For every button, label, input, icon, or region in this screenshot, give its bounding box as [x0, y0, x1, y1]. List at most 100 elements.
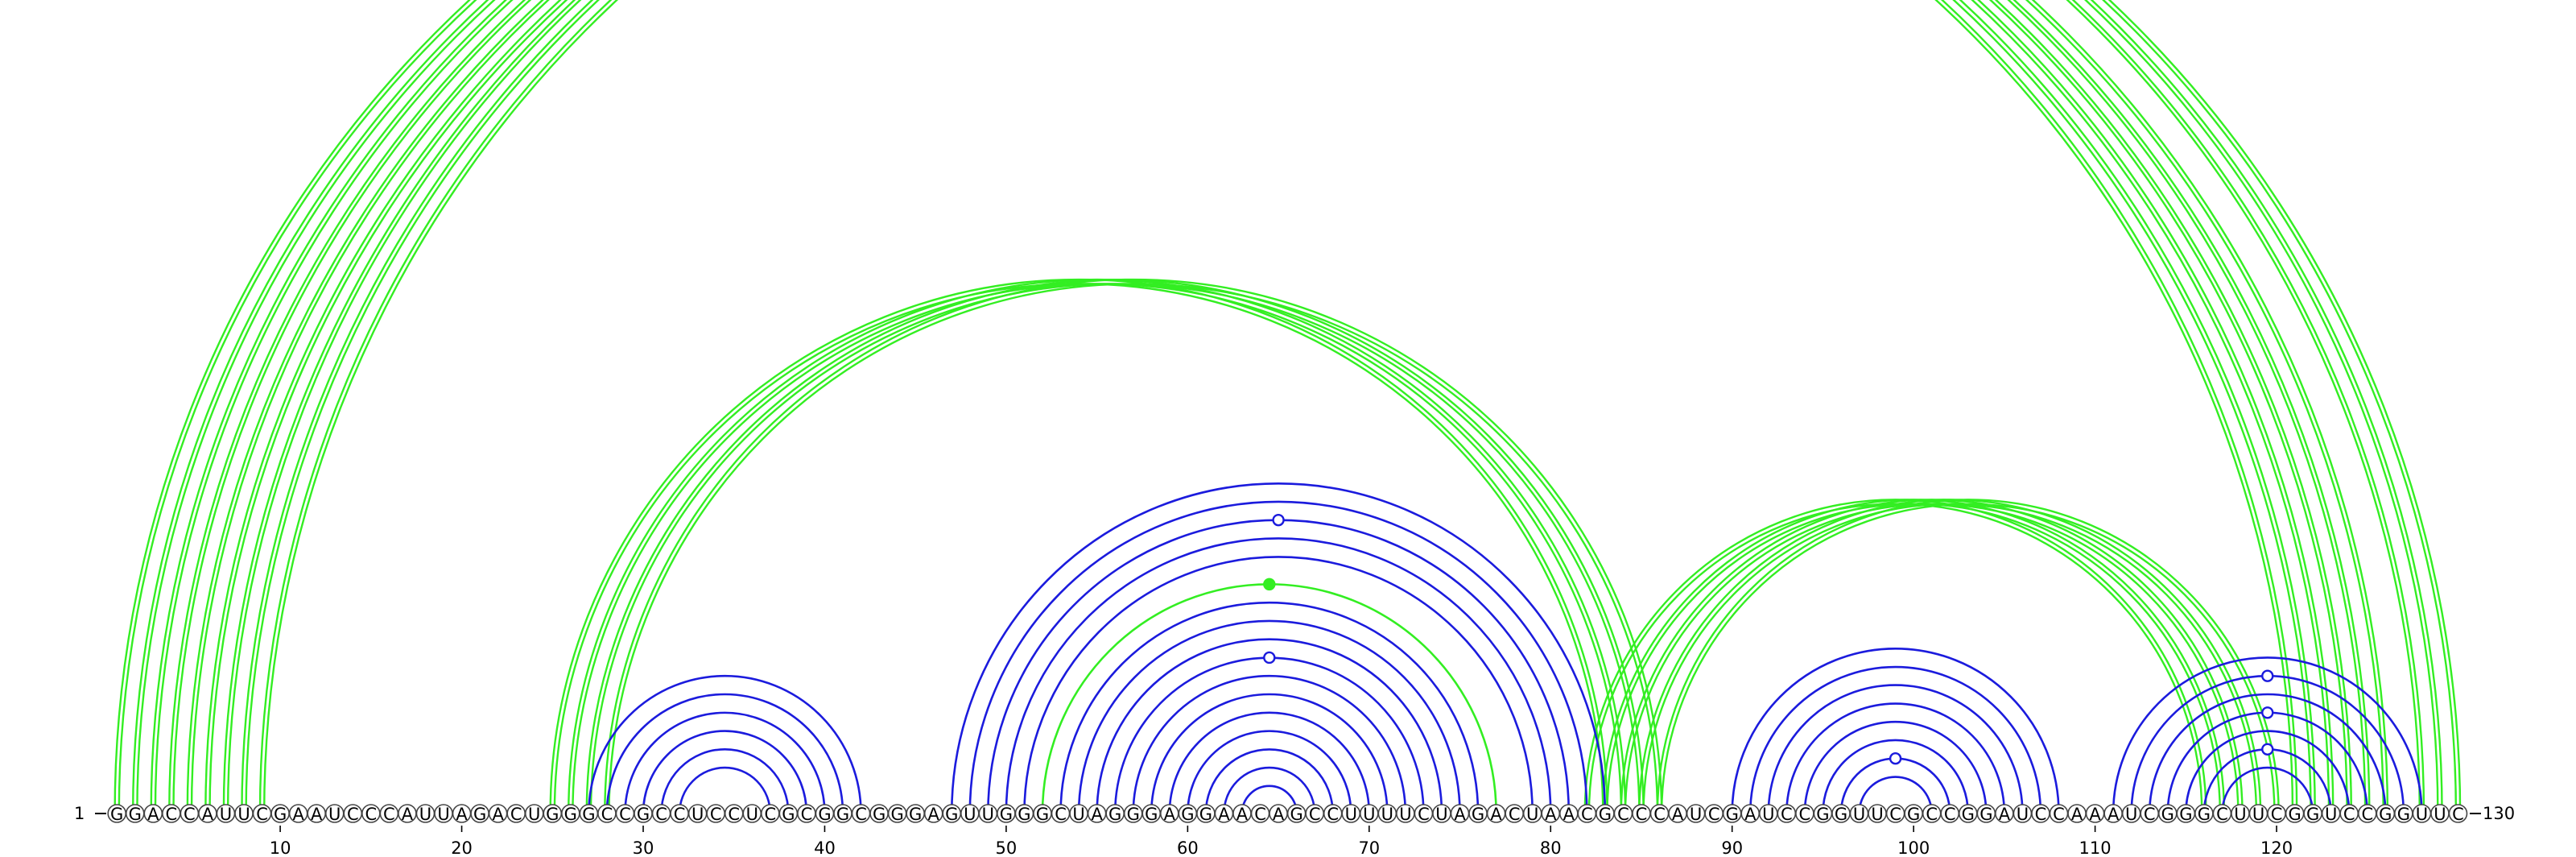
- base-pair-arc: [1023, 555, 1534, 814]
- base-pair-arc: [1785, 702, 2006, 814]
- base-pair-arc: [226, 0, 2421, 814]
- tick-label: 100: [1897, 838, 1930, 857]
- nucleotide-letter: G: [1472, 805, 1484, 824]
- base-pair-arc: [114, 0, 2298, 814]
- pair-markers: [1263, 513, 2274, 765]
- base-pair-arc: [245, 0, 2439, 814]
- base-pair-arc: [241, 0, 2443, 814]
- nucleotide-letter: G: [890, 805, 903, 824]
- nucleotide-letter: C: [655, 805, 667, 824]
- nucleotide-letter: A: [1164, 805, 1176, 824]
- nucleotide-letter: U: [691, 805, 704, 824]
- nucleotide-letter: A: [1672, 805, 1684, 824]
- tick-label: 20: [451, 838, 473, 857]
- nucleotide-letter: A: [928, 805, 940, 824]
- base-pair-arc: [1077, 619, 1461, 814]
- nucleotide-letter: C: [165, 805, 177, 824]
- nucleotide-letter: G: [1599, 805, 1612, 824]
- nucleotide-letter: U: [2234, 805, 2246, 824]
- nucleotide-circle: [2448, 804, 2468, 823]
- nucleotide-letter: C: [801, 805, 813, 824]
- pair-marker: [2261, 669, 2274, 682]
- base-pair-arc: [608, 283, 1659, 814]
- base-pair-arc: [572, 284, 1620, 814]
- nucleotide-letter: U: [2434, 805, 2446, 824]
- nucleotide-letter: A: [1236, 805, 1249, 824]
- tick-label: 90: [1721, 838, 1743, 857]
- base-pair-arc: [605, 693, 844, 814]
- sequence-end-label: 130: [2483, 804, 2515, 823]
- base-pair-arc: [1005, 537, 1552, 814]
- nucleotide-letter: U: [437, 805, 449, 824]
- nucleotide-letter: U: [220, 805, 232, 824]
- base-pair-arc: [1132, 674, 1407, 814]
- nucleotide-letter: U: [1435, 805, 1447, 824]
- nucleotide-letter: C: [764, 805, 776, 824]
- base-pair-arc: [2221, 766, 2314, 814]
- nucleotide-letter: G: [1018, 805, 1030, 824]
- nucleotide-letter: U: [1399, 805, 1411, 824]
- nucleotide-letter: C: [1418, 805, 1430, 824]
- nucleotide-letter: C: [2035, 805, 2047, 824]
- tick-label: 120: [2260, 838, 2293, 857]
- base-pair-arc: [1204, 748, 1335, 814]
- nucleotide-letter: A: [1091, 805, 1103, 824]
- nucleotide-letter: G: [836, 805, 849, 824]
- base-pair-arc: [678, 766, 772, 814]
- nucleotide-letter: A: [202, 805, 214, 824]
- pair-marker: [1263, 651, 1276, 664]
- nucleotide-letter: C: [1636, 805, 1648, 824]
- base-pair-arc: [204, 0, 2389, 814]
- tick-label: 110: [2079, 838, 2112, 857]
- base-pair-arc: [1223, 766, 1316, 814]
- sequence-backbone: 1 130: [74, 804, 2515, 823]
- nucleotide-letter: A: [456, 805, 468, 824]
- nucleotide-letter: G: [546, 805, 559, 824]
- nucleotide-letter: G: [909, 805, 922, 824]
- nucleotide-letter: C: [1889, 805, 1901, 824]
- base-pair-arc: [169, 0, 2351, 814]
- nucleotide-letter: A: [1999, 805, 2011, 824]
- sequence-start-label: 1: [74, 804, 85, 823]
- pair-marker: [2261, 706, 2274, 719]
- nucleotide-letter: A: [1563, 805, 1575, 824]
- nucleotide-letter: A: [292, 805, 304, 824]
- nucleotide-letter: A: [2089, 805, 2101, 824]
- nucleotide-letter: G: [1907, 805, 1920, 824]
- nucleotide-letter: G: [782, 805, 795, 824]
- nucleotide-letter: G: [2306, 805, 2319, 824]
- tick-label: 30: [633, 838, 654, 857]
- nucleotide-letter: U: [2325, 805, 2337, 824]
- base-pair-arc: [1625, 504, 2238, 814]
- nucleotide-letter: G: [274, 805, 287, 824]
- nucleotide-letter: G: [2288, 805, 2301, 824]
- nucleotide-letter: C: [1509, 805, 1521, 824]
- base-pair-arc: [1822, 739, 1970, 814]
- nucleotide-letter: G: [1000, 805, 1013, 824]
- nucleotide-letter: C: [2452, 805, 2464, 824]
- nucleotide-letter: G: [1290, 805, 1302, 824]
- base-pair-arc: [950, 482, 1607, 814]
- nucleotide-letter: U: [1381, 805, 1393, 824]
- base-pair-arc: [258, 0, 2462, 814]
- base-pair-arc: [1858, 776, 1933, 814]
- nucleotide-letter: U: [1363, 805, 1375, 824]
- nucleotide-letter: A: [1490, 805, 1502, 824]
- tick-label: 60: [1177, 838, 1199, 857]
- base-pair-arc: [131, 0, 2316, 814]
- base-pair-arc: [1041, 583, 1497, 814]
- base-pair-arc: [1805, 722, 1986, 814]
- nucleotide-letter: C: [1327, 805, 1339, 824]
- nucleotide-letter: C: [1944, 805, 1956, 824]
- nucleotide-letter: A: [2107, 805, 2120, 824]
- base-pair-arc: [118, 0, 2294, 814]
- nucleotide-letter: A: [492, 805, 504, 824]
- base-pair-arcs: [114, 0, 2462, 814]
- base-pair-arc: [150, 0, 2334, 814]
- nucleotide-letter: G: [2161, 805, 2174, 824]
- nucleotide-letter: C: [2271, 805, 2283, 824]
- nucleotide-letter: G: [1962, 805, 1975, 824]
- pair-marker: [1263, 578, 1276, 591]
- base-pair-arc: [1656, 499, 2280, 814]
